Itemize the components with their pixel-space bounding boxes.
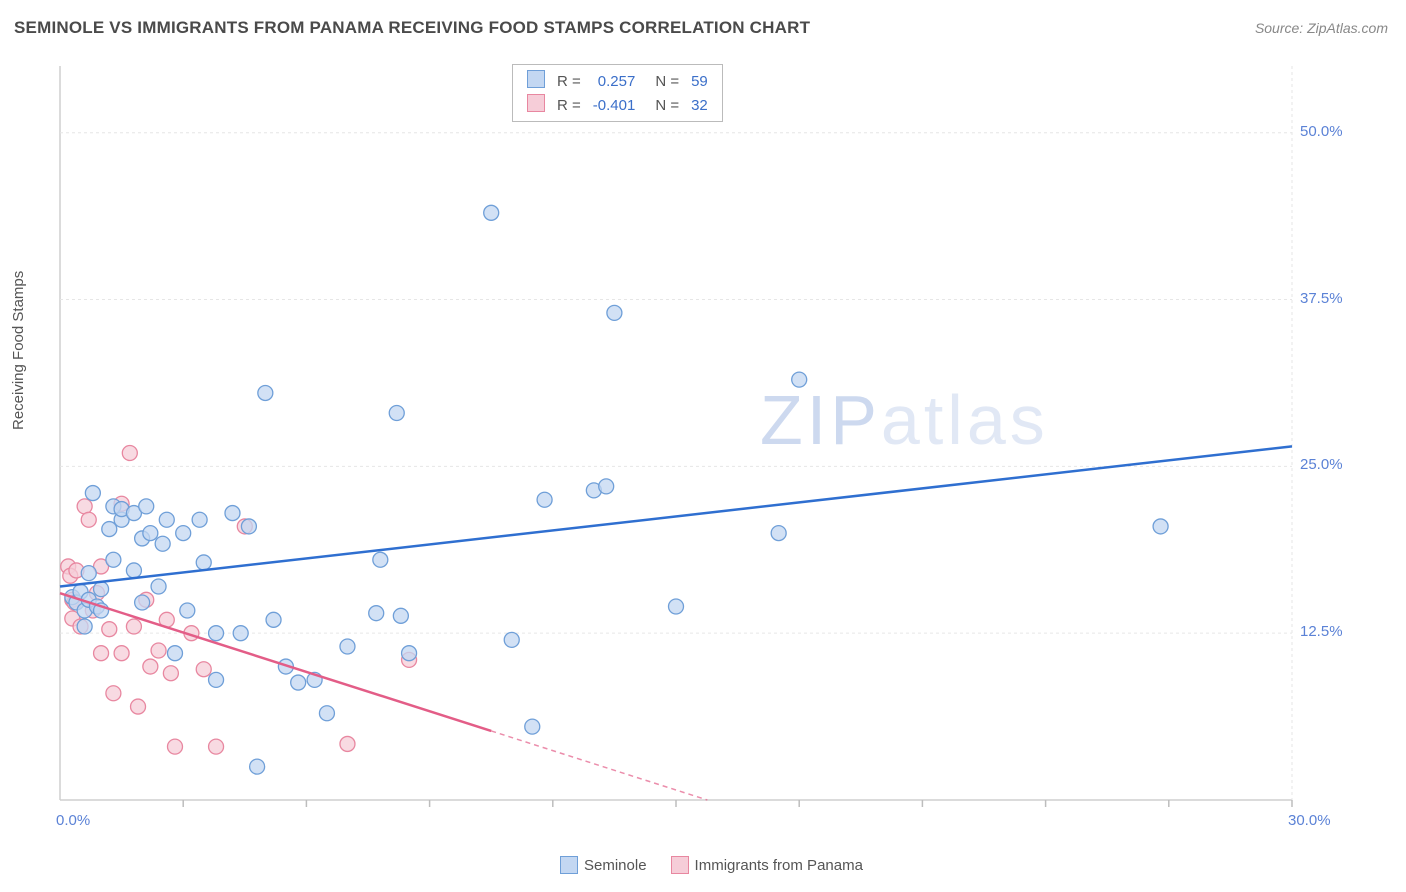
- y-tick-label: 12.5%: [1300, 623, 1343, 640]
- chart-title: SEMINOLE VS IMMIGRANTS FROM PANAMA RECEI…: [14, 18, 810, 38]
- plot-area: 12.5% 25.0% 37.5% 50.0% 0.0% 30.0%: [52, 60, 1342, 830]
- source-label: Source: ZipAtlas.com: [1255, 20, 1388, 36]
- correlation-legend: R =0.257N =59R =-0.401N =32: [512, 64, 723, 122]
- x-tick-label: 30.0%: [1288, 812, 1331, 829]
- legend-label: Immigrants from Panama: [695, 857, 863, 874]
- legend-swatch: [671, 856, 689, 874]
- series-legend: Seminole Immigrants from Panama: [560, 856, 881, 874]
- legend-swatch: [560, 856, 578, 874]
- legend-swatch: [527, 94, 545, 112]
- legend-label: Seminole: [584, 857, 647, 874]
- chart-container: SEMINOLE VS IMMIGRANTS FROM PANAMA RECEI…: [0, 0, 1406, 892]
- legend-swatch: [527, 70, 545, 88]
- y-tick-label: 25.0%: [1300, 456, 1343, 473]
- y-tick-label: 37.5%: [1300, 290, 1343, 307]
- y-tick-label: 50.0%: [1300, 123, 1343, 140]
- scatter-plot-svg: [52, 60, 1342, 830]
- x-tick-label: 0.0%: [56, 812, 90, 829]
- y-axis-label: Receiving Food Stamps: [10, 271, 27, 430]
